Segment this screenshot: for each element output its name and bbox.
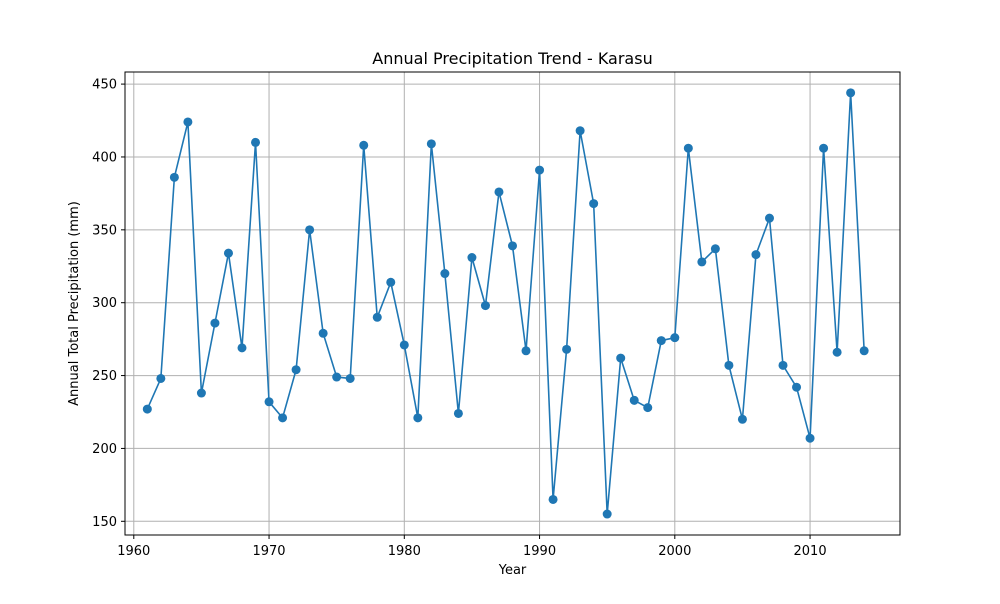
data-point — [156, 373, 166, 383]
x-tick-label: 2010 — [794, 544, 827, 559]
y-tick-label: 150 — [92, 515, 117, 530]
data-point — [859, 346, 869, 356]
data-point — [670, 333, 680, 343]
y-tick-label: 350 — [92, 223, 117, 238]
data-point — [183, 117, 193, 127]
x-tick-label: 2000 — [658, 544, 691, 559]
chart-title: Annual Precipitation Trend - Karasu — [372, 49, 652, 68]
tick-layer: 1960 1970 1980 1990 2000 2010 150 200 250 300 350 4… — [92, 78, 826, 559]
data-point — [602, 509, 612, 519]
data-point — [291, 365, 301, 375]
x-tick-label: 1990 — [523, 544, 556, 559]
data-point — [196, 388, 206, 398]
data-point — [467, 253, 477, 263]
data-point — [562, 344, 572, 354]
data-point — [764, 213, 774, 223]
data-point — [264, 397, 274, 407]
data-point — [535, 165, 545, 175]
data-point — [251, 137, 261, 147]
data-point — [710, 244, 720, 254]
data-point — [494, 187, 504, 197]
x-tick-label: 1970 — [252, 544, 285, 559]
x-tick-label: 1980 — [388, 544, 421, 559]
data-point — [697, 257, 707, 267]
data-point — [832, 347, 842, 357]
data-point — [819, 143, 829, 153]
data-point — [656, 336, 666, 346]
data-point — [792, 382, 802, 392]
data-point — [616, 353, 626, 363]
data-point — [332, 372, 342, 382]
data-point — [737, 414, 747, 424]
data-point — [548, 494, 558, 504]
y-tick-label: 250 — [92, 369, 117, 384]
y-tick-label: 200 — [92, 442, 117, 457]
data-point — [589, 199, 599, 209]
data-point — [345, 373, 355, 383]
data-point — [683, 143, 693, 153]
data-point — [778, 360, 788, 370]
x-tick-label: 1960 — [117, 544, 150, 559]
data-point — [413, 413, 423, 423]
data-point — [142, 404, 152, 414]
series-line — [146, 92, 865, 515]
axes-frame — [124, 71, 901, 536]
y-tick-label: 300 — [92, 296, 117, 311]
data-point — [440, 269, 450, 279]
data-point — [386, 277, 396, 287]
data-point — [237, 343, 247, 353]
grid-layer — [125, 72, 900, 535]
data-point — [724, 360, 734, 370]
y-tick-label: 400 — [92, 150, 117, 165]
data-point — [278, 413, 288, 423]
series-layer — [142, 88, 869, 519]
data-point — [480, 301, 490, 311]
x-axis-label: Year — [498, 563, 527, 578]
data-point — [805, 433, 815, 443]
data-point — [575, 126, 585, 136]
y-tick-label: 450 — [92, 78, 117, 93]
data-point — [643, 403, 653, 413]
data-point — [846, 88, 856, 98]
data-point — [305, 225, 315, 235]
data-point — [318, 328, 328, 338]
data-point — [210, 318, 220, 328]
data-point — [751, 250, 761, 260]
data-point — [169, 172, 179, 182]
data-point — [359, 140, 369, 150]
data-point — [629, 395, 639, 405]
data-point — [508, 241, 517, 251]
data-point — [521, 346, 531, 356]
y-axis-label: Annual Total Precipitation (mm) — [67, 201, 82, 406]
data-point — [399, 340, 409, 350]
data-point — [426, 139, 436, 149]
data-point — [453, 408, 463, 418]
data-point — [223, 248, 233, 258]
data-point — [372, 312, 382, 322]
